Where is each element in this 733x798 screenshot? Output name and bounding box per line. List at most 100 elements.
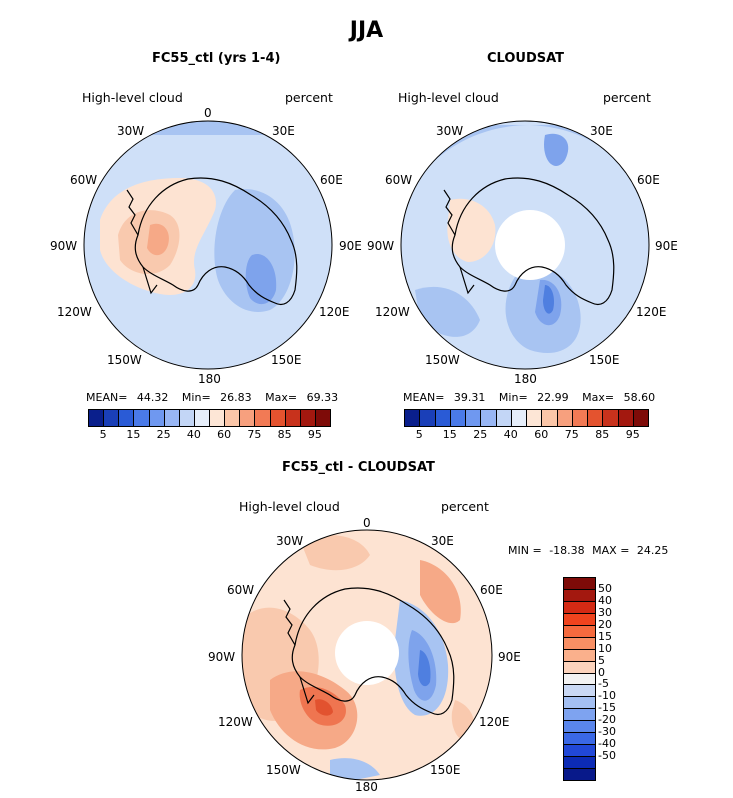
panel-title-obs: CLOUDSAT xyxy=(487,51,565,66)
colorbar-diff-tick-label: 5 xyxy=(598,653,605,667)
map-boundary xyxy=(241,529,493,781)
field-region xyxy=(544,133,569,166)
colorbar-model-tick-label: 15 xyxy=(126,428,141,441)
colorbar-obs-swatch xyxy=(495,409,512,427)
colorbar-diff-tick-label: 15 xyxy=(598,629,612,643)
lon-label-diff-150w: 150W xyxy=(266,763,301,777)
map-boundary xyxy=(400,120,650,370)
lon-label-obs-30e: 30E xyxy=(590,124,613,138)
stats-obs: MEAN= 39.31 Min= 22.99 Max= 58.60 xyxy=(403,391,655,404)
colorbar-diff-tick-label: 30 xyxy=(598,605,612,619)
colorbar-obs-swatch xyxy=(404,409,421,427)
field-label-obs: High-level cloud xyxy=(398,90,499,105)
colorbar-diff-tick-label: -10 xyxy=(598,689,616,703)
stat-mean-label: MEAN= xyxy=(86,391,128,404)
lon-label-obs-60w: 60W xyxy=(385,173,413,187)
field-region xyxy=(415,286,480,337)
stat-min-label: MIN = xyxy=(508,544,542,557)
colorbar-diff xyxy=(563,577,596,781)
panel-title-diff: FC55_ctl - CLOUDSAT xyxy=(282,460,435,475)
colorbar-diff-tick-label: 50 xyxy=(598,581,612,595)
lon-label-obs-60e: 60E xyxy=(637,173,660,187)
lon-label-model-120w: 120W xyxy=(57,305,92,319)
lon-label-diff-30w: 30W xyxy=(276,534,304,548)
colorbar-model-tick-label: 25 xyxy=(156,428,171,441)
colorbar-model-swatch xyxy=(239,409,256,427)
field-label-diff: High-level cloud xyxy=(239,499,340,514)
colorbar-model-tick-label: 40 xyxy=(186,428,201,441)
lon-label-obs-120e: 120E xyxy=(636,305,667,319)
colorbar-obs-swatch xyxy=(541,409,558,427)
missing-data-hole xyxy=(495,210,565,280)
colorbar-obs xyxy=(404,409,649,427)
colorbar-obs-swatch xyxy=(617,409,634,427)
lon-label-diff-60w: 60W xyxy=(227,583,255,597)
field-region xyxy=(543,285,555,314)
field-region xyxy=(418,650,431,687)
units-label-model: percent xyxy=(285,90,333,105)
colorbar-obs-tick-label: 75 xyxy=(564,428,579,441)
map-panel-obs xyxy=(400,120,650,370)
stat-mean-value: 44.32 xyxy=(136,391,169,404)
colorbar-obs-swatch xyxy=(602,409,619,427)
stat-min-value: 26.83 xyxy=(220,391,252,404)
colorbar-diff-tick-label: -5 xyxy=(598,677,609,691)
lon-label-model-60e: 60E xyxy=(320,173,343,187)
colorbar-obs-tick-label: 60 xyxy=(534,428,549,441)
lon-label-model-150e: 150E xyxy=(271,353,302,367)
colorbar-model-swatch xyxy=(148,409,165,427)
lon-label-model-120e: 120E xyxy=(319,305,350,319)
lon-label-obs-180: 180 xyxy=(514,372,537,386)
stat-max-value: 69.33 xyxy=(306,391,339,404)
missing-data-hole xyxy=(335,621,399,685)
colorbar-obs-tick-label: 95 xyxy=(625,428,640,441)
stat-max-label: Max= xyxy=(265,391,298,404)
colorbar-obs-swatch xyxy=(632,409,649,427)
lon-label-diff-30e: 30E xyxy=(431,534,454,548)
lon-label-model-90e: 90E xyxy=(339,239,362,253)
lon-label-model-90w: 90W xyxy=(50,239,78,253)
lon-label-diff-60e: 60E xyxy=(480,583,503,597)
colorbar-model-tick-label: 85 xyxy=(277,428,292,441)
stat-min-value: 22.99 xyxy=(537,391,569,404)
colorbar-model-tick-label: 95 xyxy=(307,428,322,441)
lon-label-model-60w: 60W xyxy=(70,173,98,187)
colorbar-model-tick-label: 75 xyxy=(247,428,262,441)
field-region xyxy=(147,223,169,256)
colorbar-obs-swatch xyxy=(571,409,588,427)
stat-mean-label: MEAN= xyxy=(403,391,445,404)
stat-mean-value: 39.31 xyxy=(453,391,486,404)
lon-label-obs-120w: 120W xyxy=(375,305,410,319)
stat-max-label: MAX = xyxy=(592,544,630,557)
colorbar-obs-swatch xyxy=(434,409,451,427)
field-label-model: High-level cloud xyxy=(82,90,183,105)
colorbar-diff-swatch xyxy=(563,768,596,781)
colorbar-model-swatch xyxy=(178,409,195,427)
lon-label-diff-90w: 90W xyxy=(208,650,236,664)
colorbar-model-ticks: 5 15 25 40 60 75 85 95 xyxy=(88,428,330,444)
field-region xyxy=(300,535,370,571)
lon-label-diff-150e: 150E xyxy=(430,763,461,777)
colorbar-model-swatch xyxy=(209,409,226,427)
stat-max-value: 58.60 xyxy=(623,391,656,404)
stats-diff: MIN = -18.38 MAX = 24.25 xyxy=(508,544,668,557)
colorbar-diff-tick-label: -40 xyxy=(598,737,616,751)
colorbar-obs-tick-label: 85 xyxy=(595,428,610,441)
lon-label-diff-120e: 120E xyxy=(479,715,510,729)
colorbar-diff-tick-label: 0 xyxy=(598,665,605,679)
colorbar-obs-swatch xyxy=(510,409,527,427)
lon-label-model-0: 0 xyxy=(204,106,212,120)
colorbar-diff-tick-label: -15 xyxy=(598,701,616,715)
colorbar-diff-tick-label: -20 xyxy=(598,713,616,727)
stat-max-label: Max= xyxy=(582,391,615,404)
colorbar-obs-swatch xyxy=(556,409,573,427)
lon-label-obs-90w: 90W xyxy=(367,239,395,253)
colorbar-model-tick-label: 60 xyxy=(217,428,232,441)
colorbar-model xyxy=(88,409,331,427)
colorbar-obs-tick-label: 40 xyxy=(503,428,518,441)
lon-label-diff-180: 180 xyxy=(355,780,378,794)
map-panel-diff xyxy=(241,529,493,781)
colorbar-obs-tick-label: 25 xyxy=(473,428,488,441)
units-label-obs: percent xyxy=(603,90,651,105)
lon-label-obs-150w: 150W xyxy=(425,353,460,367)
